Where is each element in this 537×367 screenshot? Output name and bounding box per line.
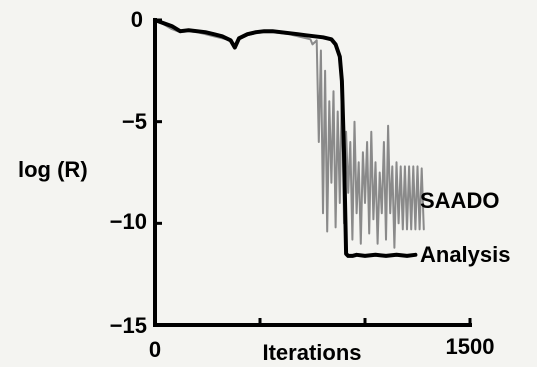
y-tick-label: −10: [110, 209, 147, 234]
plot-area: [153, 18, 472, 327]
series-line-analysis: [153, 18, 418, 258]
series-label-analysis: Analysis: [420, 242, 511, 267]
x-tick-labels: 0 1500: [149, 334, 495, 362]
y-axis-title: log (R): [18, 157, 88, 182]
x-tick-label: 1500: [446, 334, 495, 359]
series-layer: [153, 18, 425, 258]
x-axis-title: Iterations: [262, 340, 361, 365]
series-line-saado: [154, 20, 425, 249]
y-tick-labels: 0 −5 −10 −15: [110, 7, 147, 338]
series-label-saado: SAADO: [420, 188, 499, 213]
tick-layer: [153, 18, 472, 327]
x-tick-label: 0: [149, 337, 161, 362]
y-tick-label: 0: [131, 7, 143, 32]
y-tick-label: −15: [110, 313, 147, 338]
y-tick-label: −5: [122, 109, 147, 134]
